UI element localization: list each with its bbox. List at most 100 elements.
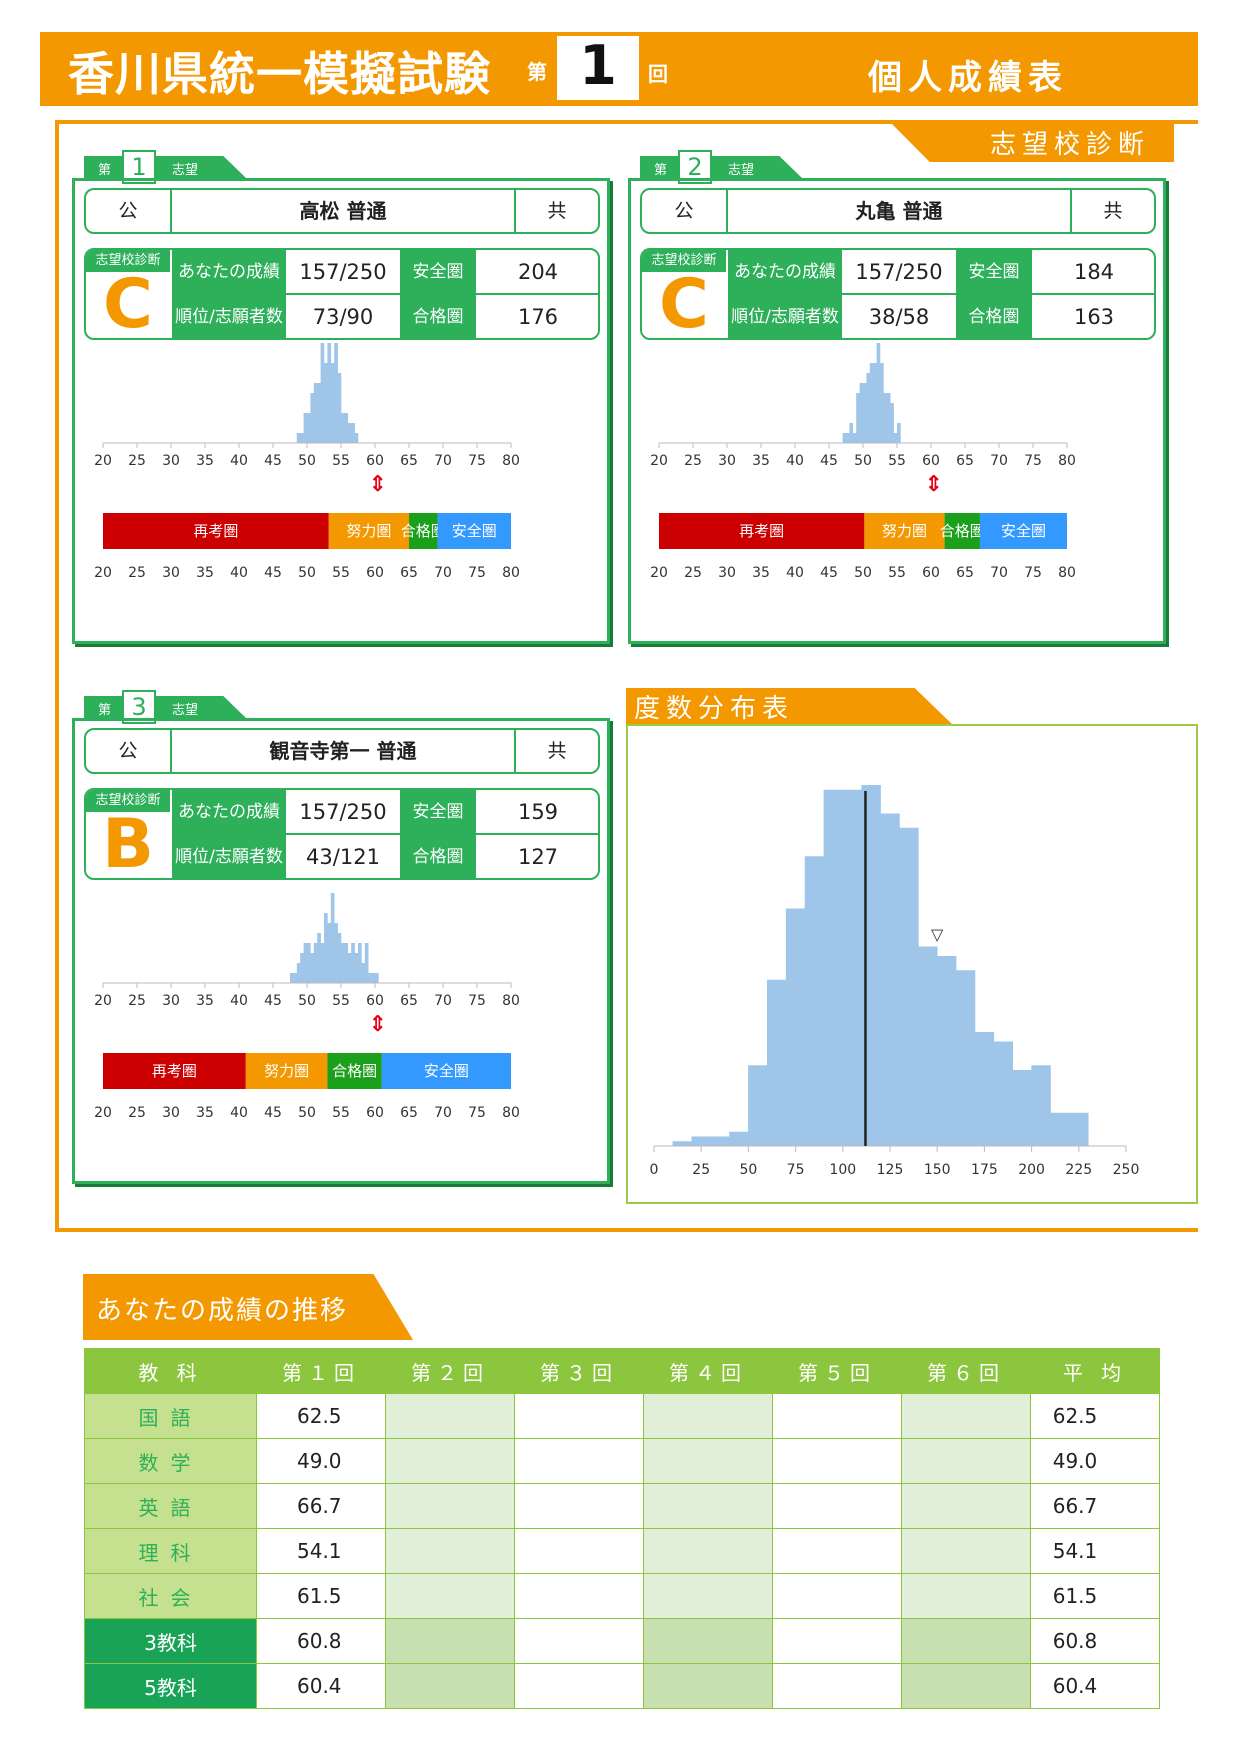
- distribution-bar: [880, 363, 884, 443]
- distribution-bar: [296, 433, 301, 443]
- safe-zone-label: 安全圏: [400, 250, 476, 294]
- distribution-bar: [886, 393, 891, 443]
- distribution-bar: [310, 393, 315, 443]
- distribution-bar: [883, 393, 888, 443]
- score-cell: [514, 1618, 644, 1664]
- table-row: 5教科 60.4 60.4: [84, 1663, 1160, 1709]
- deviation-histogram: 20 25 30 35 40 45 50 55 60 65 70 75 80 ⇕ 再考圏 努力圏 合格圏 安全圏 2…: [94, 893, 520, 1121]
- your-score-label: あなたの成績: [172, 250, 286, 294]
- tick-label: 70: [434, 993, 452, 1009]
- column-header: 第６回: [901, 1348, 1031, 1394]
- distribution-bar: [313, 383, 318, 443]
- score-cell: [772, 1393, 902, 1439]
- frequency-bar: [766, 979, 787, 1146]
- school-info-row: 公 丸亀 普通 共: [640, 188, 1156, 234]
- tick-label: 40: [230, 993, 248, 1009]
- column-header: 第５回: [772, 1348, 902, 1394]
- score-cell: [772, 1438, 902, 1484]
- your-score-label: あなたの成績: [172, 790, 286, 834]
- tick-label: 45: [264, 453, 282, 469]
- score-cell: [643, 1663, 773, 1709]
- frequency-frame: [626, 724, 1198, 1204]
- diagnosis-tab-label: 志望校診断: [990, 130, 1151, 160]
- safe-zone-label: 安全圏: [400, 790, 476, 834]
- distribution-bar: [293, 973, 298, 983]
- zone-label: 安全圏: [424, 1062, 469, 1080]
- row-divider: [286, 293, 598, 295]
- distribution-bar: [358, 943, 362, 983]
- tick-label: 50: [298, 993, 316, 1009]
- tick-label: 70: [434, 453, 452, 469]
- zone-segment: [328, 513, 409, 549]
- zone-label: 努力圏: [882, 522, 927, 540]
- distribution-bar: [869, 363, 874, 443]
- zone-segment: [979, 513, 1067, 549]
- column-header: 第４回: [643, 1348, 773, 1394]
- zone-label: 合格圏: [332, 1062, 377, 1080]
- exam-number-prefix: 第: [527, 60, 547, 84]
- distribution-bar: [375, 973, 379, 983]
- zone-tick-label: 35: [752, 565, 770, 581]
- subject-cell: 社会: [84, 1573, 257, 1619]
- zone-tick-label: 60: [922, 565, 940, 581]
- zone-tick-label: 45: [264, 1105, 282, 1121]
- distribution-bar: [852, 433, 857, 443]
- score-cell: 61.5: [256, 1573, 386, 1619]
- zone-tick-label: 60: [366, 1105, 384, 1121]
- tick-label: 55: [332, 453, 350, 469]
- score-cell: 49.0: [256, 1438, 386, 1484]
- school-coed: 共: [1103, 200, 1123, 222]
- zone-tick-label: 75: [1024, 565, 1042, 581]
- distribution-bar: [337, 373, 342, 443]
- position-marker: ▽: [931, 925, 944, 944]
- distribution-bar: [856, 393, 860, 443]
- zone-segment: [864, 513, 945, 549]
- distribution-bar: [320, 343, 325, 443]
- school-type: 公: [86, 190, 172, 232]
- zone-tick-label: 30: [162, 565, 180, 581]
- distribution-bar: [344, 413, 349, 443]
- frequency-bar: [729, 1131, 749, 1146]
- safe-zone-score: 184: [1073, 260, 1115, 284]
- zone-tick-label: 75: [468, 565, 486, 581]
- distribution-bar: [347, 423, 352, 443]
- table-row: 国語 62.5 62.5: [84, 1393, 1160, 1439]
- tick-label: 30: [162, 993, 180, 1009]
- frequency-bar: [672, 1141, 693, 1146]
- average-cell: 62.5: [1030, 1393, 1160, 1439]
- distribution-bar: [347, 953, 352, 983]
- tick-label: 20: [94, 993, 112, 1009]
- distribution-bar: [334, 343, 338, 443]
- score-cell: [901, 1393, 1031, 1439]
- tick-label: 100: [829, 1162, 856, 1178]
- zone-tick-label: 50: [298, 565, 316, 581]
- tick-label: 65: [400, 453, 418, 469]
- distribution-bar: [324, 913, 328, 983]
- school-card-3: 第 志望 3 公 観音寺第一 普通 共 志望校診断 B あなたの成績 157/2…: [72, 690, 612, 1186]
- frequency-bar: [842, 789, 862, 1146]
- distribution-bar: [317, 933, 321, 983]
- frequency-bar: [899, 827, 919, 1146]
- average-cell: 54.1: [1030, 1528, 1160, 1574]
- tick-label: 175: [971, 1162, 998, 1178]
- school-coed: 共: [547, 200, 567, 222]
- frequency-bar: [974, 1032, 995, 1146]
- frequency-bar: [1012, 1070, 1032, 1146]
- zone-label: 努力圏: [346, 522, 391, 540]
- choice-suffix: 志望: [728, 163, 755, 178]
- choice-tab: 第 志望: [640, 156, 802, 178]
- frequency-bar: [936, 956, 957, 1146]
- zone-label: 再考圏: [152, 1062, 197, 1080]
- school-name: 高松 普通: [172, 190, 516, 232]
- frequency-bar: [823, 789, 844, 1146]
- tick-label: 70: [990, 453, 1008, 469]
- tick-label: 65: [956, 453, 974, 469]
- average-cell: 61.5: [1030, 1573, 1160, 1619]
- zone-tick-label: 70: [434, 1105, 452, 1121]
- score-cell: [772, 1618, 902, 1664]
- exam-number-suffix: 回: [648, 62, 668, 86]
- score-cell: [901, 1483, 1031, 1529]
- column-header: 教 科: [84, 1348, 257, 1394]
- tick-label: 35: [752, 453, 770, 469]
- tick-label: 35: [196, 453, 214, 469]
